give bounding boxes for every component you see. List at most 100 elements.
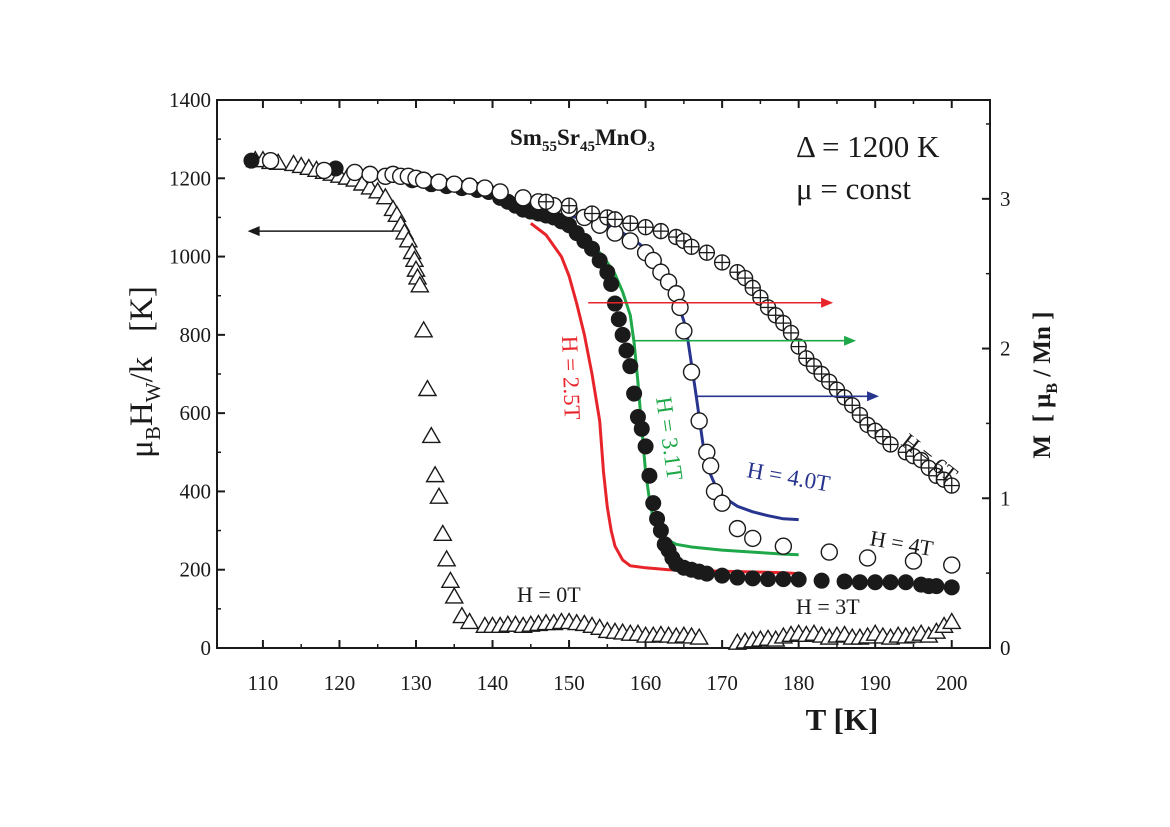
annotation-h3: H = 3T <box>796 594 860 619</box>
data-point-open-circle <box>621 232 639 250</box>
data-point-open-circle <box>430 173 448 191</box>
data-point-open-circle <box>682 363 701 381</box>
data-point-open-circle <box>744 529 762 548</box>
data-point-open-circle <box>261 151 280 170</box>
y-right-tick-label: 2 <box>1000 337 1011 361</box>
data-point-filled-circle <box>943 579 960 596</box>
blue-arrow <box>695 391 880 402</box>
arrows <box>247 226 880 402</box>
data-point-open-circle <box>671 298 689 317</box>
x-tick-label: 190 <box>859 671 891 695</box>
data-point-open-circle <box>514 189 532 207</box>
data-point-filled-circle <box>928 578 945 595</box>
data-point-filled-circle <box>790 571 807 588</box>
data-point-crossed-circle <box>698 244 716 261</box>
data-point-open-circle <box>904 552 923 570</box>
data-point-open-circle <box>346 163 364 182</box>
data-point-open-circle <box>414 171 433 189</box>
y-right-tick-label: 3 <box>1000 187 1011 211</box>
y-right-sub-a: B <box>1044 383 1061 394</box>
marker-series-h4 <box>261 151 961 574</box>
data-point-filled-circle <box>637 438 654 455</box>
data-point-filled-circle <box>698 565 715 582</box>
data-point-open-circle <box>675 322 693 340</box>
data-point-filled-circle <box>729 569 746 586</box>
x-tick-label: 150 <box>553 671 585 695</box>
axis-ticks: 110 120 130 140 150 160 170 180 190 2000200400600… <box>169 88 1011 695</box>
annotation-h31: H = 3.1T <box>651 395 687 482</box>
annotation-h40: H = 4.0T <box>745 457 832 496</box>
param-delta: Δ = 1200 K <box>796 129 940 164</box>
left-arrow <box>247 226 394 237</box>
x-tick-label: 170 <box>706 671 738 695</box>
y-right-tick-label: 1 <box>1000 486 1011 510</box>
data-point-filled-circle <box>645 495 662 512</box>
y-right-tick-label: 0 <box>1000 636 1011 660</box>
x-tick-label: 130 <box>400 671 432 695</box>
data-point-crossed-circle <box>583 205 601 222</box>
data-point-filled-circle <box>652 522 669 539</box>
y-left-tick-label: 200 <box>180 558 212 582</box>
data-point-crossed-circle <box>713 254 731 271</box>
data-point-open-circle <box>445 175 463 193</box>
data-point-open-circle <box>491 183 509 201</box>
data-point-open-circle <box>361 165 379 184</box>
data-point-filled-circle <box>897 574 914 591</box>
data-point-filled-circle <box>584 240 601 257</box>
x-tick-label: 120 <box>324 671 356 695</box>
annotation-h4: H = 4T <box>868 525 936 561</box>
x-tick-label: 140 <box>477 671 509 695</box>
data-point-crossed-circle <box>882 436 899 453</box>
data-point-crossed-circle <box>790 338 807 355</box>
param-mu: μ = const <box>796 171 911 206</box>
data-point-filled-circle <box>618 342 635 359</box>
data-point-open-circle <box>774 537 793 555</box>
data-point-filled-circle <box>836 573 853 590</box>
data-point-triangle <box>436 549 457 567</box>
data-point-crossed-circle <box>652 222 670 240</box>
x-tick-label: 180 <box>783 671 815 695</box>
y-left-sub-b: W <box>141 382 165 402</box>
x-axis-label: T [K] <box>806 702 879 737</box>
data-point-triangle <box>440 571 461 589</box>
y-right-part-b: / Mn ] <box>1029 311 1056 383</box>
data-point-triangle <box>459 612 480 630</box>
y-left-sub-a: B <box>141 426 165 440</box>
compound-el2: Sr <box>557 125 580 150</box>
data-point-open-circle <box>460 177 479 195</box>
data-point-filled-circle <box>603 275 620 292</box>
y-left-tick-label: 0 <box>201 636 212 660</box>
data-point-triangle <box>421 426 442 444</box>
y-left-tick-label: 1400 <box>169 88 211 112</box>
y-axis-label-right: M [ μB / Mn ] <box>1029 311 1061 458</box>
data-point-triangle <box>433 524 453 542</box>
data-point-filled-circle <box>622 358 639 375</box>
data-point-triangle <box>941 612 962 630</box>
data-point-open-circle <box>820 543 838 561</box>
data-point-filled-circle <box>760 571 777 588</box>
data-point-crossed-circle <box>606 211 624 228</box>
data-point-triangle <box>689 627 709 645</box>
x-tick-label: 200 <box>936 671 968 695</box>
data-point-open-circle <box>858 549 877 567</box>
data-point-filled-circle <box>641 467 658 484</box>
data-point-triangle <box>444 586 465 604</box>
data-point-triangle <box>410 275 430 293</box>
data-point-filled-circle <box>714 567 731 584</box>
data-point-open-circle <box>690 412 708 430</box>
compound-el1: Sm <box>510 125 542 150</box>
data-point-crossed-circle <box>683 238 700 255</box>
data-point-filled-circle <box>633 420 650 437</box>
y-left-part-b: H <box>124 402 160 426</box>
data-point-triangle <box>429 486 449 504</box>
data-point-open-circle <box>728 519 747 538</box>
y-left-tick-label: 400 <box>180 479 212 503</box>
data-point-filled-circle <box>882 574 899 591</box>
compound-label: Sm55Sr45MnO3 <box>510 125 655 155</box>
data-point-open-circle <box>713 494 731 512</box>
y-left-part-c: /k [K] <box>124 286 160 382</box>
x-tick-label: 160 <box>630 671 662 695</box>
data-point-filled-circle <box>626 385 643 402</box>
compound-sub3: 3 <box>647 139 655 155</box>
